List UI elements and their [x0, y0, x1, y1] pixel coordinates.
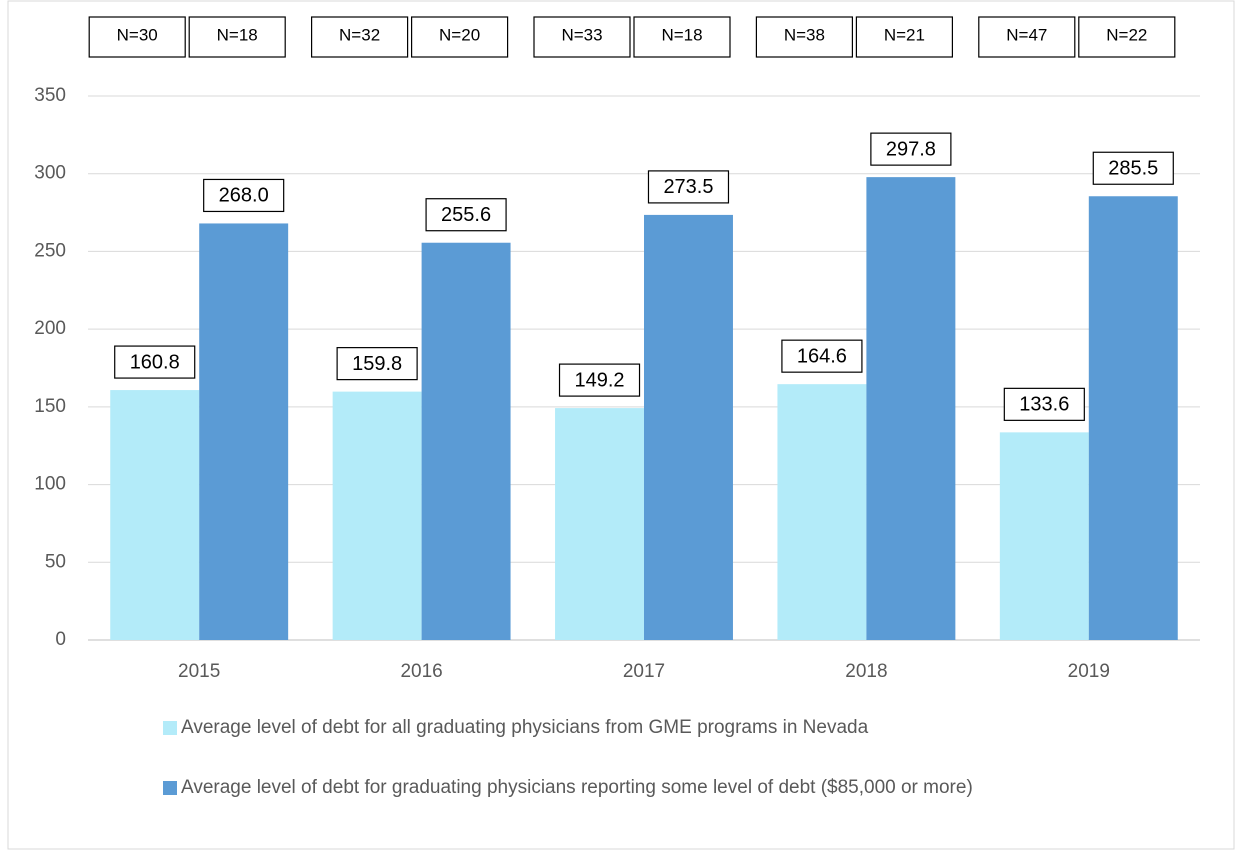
value-label: 285.5	[1108, 158, 1158, 180]
value-label-box	[1003, 387, 1085, 421]
x-tick-label: 2018	[845, 661, 887, 682]
n-label: N=30	[117, 25, 158, 44]
y-tick-label: 200	[34, 318, 66, 339]
bar	[644, 214, 733, 640]
value-label-box	[1092, 151, 1174, 185]
value-label: 164.6	[797, 345, 847, 367]
bar	[999, 432, 1089, 640]
n-label-box	[411, 16, 509, 58]
n-label-box	[188, 16, 286, 58]
value-label-box	[203, 178, 285, 213]
n-label: N=20	[439, 25, 480, 44]
legend-swatch	[163, 781, 177, 795]
value-label: 159.8	[352, 353, 402, 375]
value-label: 160.8	[130, 351, 180, 373]
n-label: N=18	[661, 25, 702, 44]
value-label: 273.5	[663, 176, 713, 198]
value-label: 149.2	[574, 369, 624, 391]
n-label: N=22	[1106, 25, 1147, 44]
value-label-box	[781, 339, 863, 373]
n-label-box	[633, 16, 731, 58]
y-tick-label: 300	[34, 163, 66, 184]
value-label-box	[425, 198, 507, 232]
n-label: N=21	[884, 25, 925, 44]
bar	[777, 384, 867, 640]
n-label: N=32	[339, 25, 380, 44]
n-label: N=38	[784, 25, 825, 44]
y-tick-label: 250	[34, 240, 66, 261]
value-label: 268.0	[219, 185, 269, 207]
n-label-box	[311, 16, 409, 58]
y-tick-label: 0	[55, 629, 66, 650]
legend-label: Average level of debt for graduating phy…	[181, 777, 973, 798]
x-tick-label: 2019	[1068, 661, 1110, 682]
n-label: N=33	[561, 25, 602, 44]
legend-label: Average level of debt for all graduating…	[181, 717, 869, 738]
legend-swatch	[163, 721, 177, 735]
y-tick-label: 100	[34, 474, 66, 495]
bar	[332, 391, 422, 640]
value-label-box	[114, 345, 196, 379]
n-label: N=18	[217, 25, 258, 44]
y-tick-label: 350	[34, 85, 66, 106]
n-label-box	[978, 16, 1076, 58]
value-label-box	[647, 170, 730, 204]
n-label-box	[1078, 16, 1176, 58]
value-label-box	[870, 132, 952, 166]
value-label: 255.6	[441, 204, 491, 226]
n-label-box	[533, 16, 631, 58]
bar	[110, 390, 200, 640]
value-label-box	[336, 347, 418, 381]
x-tick-label: 2015	[178, 661, 220, 682]
bar	[199, 223, 289, 641]
bar	[421, 242, 511, 640]
y-tick-label: 150	[34, 396, 66, 417]
value-label: 297.8	[886, 138, 936, 160]
x-tick-label: 2017	[623, 661, 665, 682]
bar	[555, 408, 644, 640]
x-tick-label: 2016	[400, 661, 442, 682]
n-label-box	[855, 16, 954, 58]
chart-frame	[7, 0, 1235, 850]
value-label: 133.6	[1019, 394, 1069, 416]
bar	[1088, 196, 1178, 640]
n-label: N=47	[1006, 25, 1047, 44]
value-label-box	[558, 363, 641, 397]
n-label-box	[88, 16, 186, 58]
n-label-box	[755, 16, 854, 58]
y-tick-label: 50	[45, 551, 66, 572]
bar	[866, 177, 956, 640]
